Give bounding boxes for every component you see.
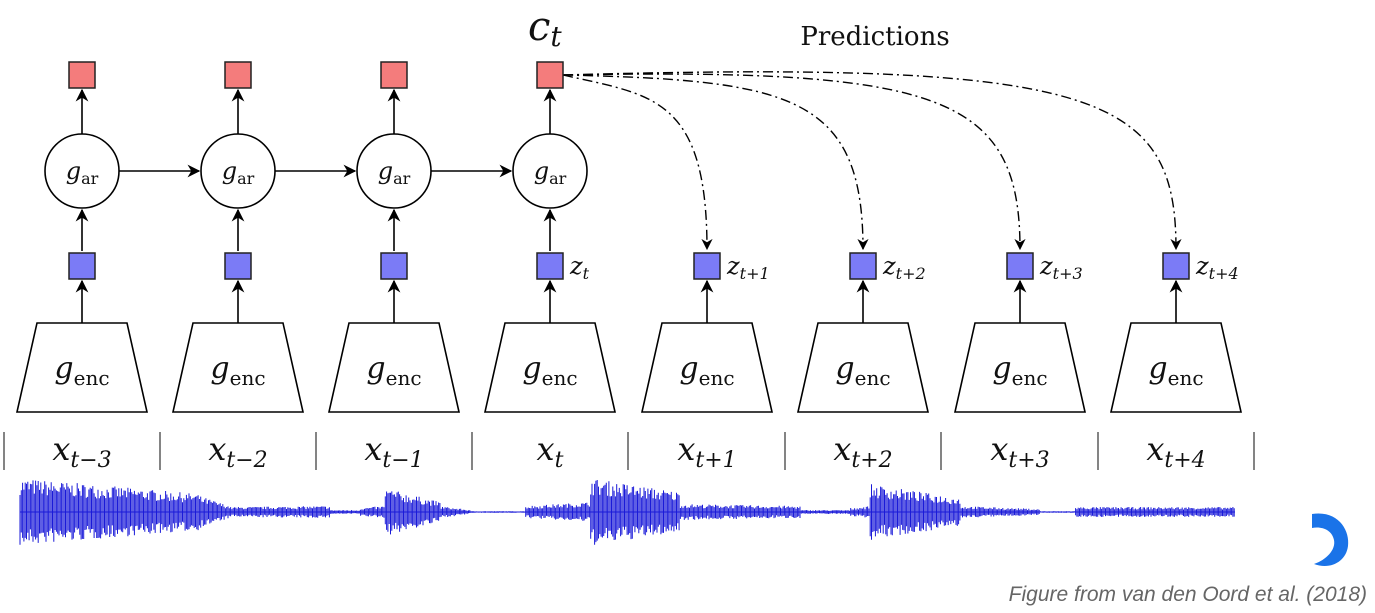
- boxes: zt zt+1 zt+2 zt+3 zt+4: [68, 61, 1239, 283]
- prediction-arrow: [562, 71, 1182, 251]
- input-segment-label: xt+3: [990, 430, 1049, 473]
- encoder-label: genc: [522, 351, 577, 390]
- context-vector-box: [68, 61, 96, 89]
- ar-node-label: gar: [222, 157, 255, 188]
- latent-vector-box: [224, 252, 252, 280]
- latent-label: zt: [569, 252, 590, 283]
- encoder-trapezoid: [328, 322, 460, 413]
- encoder-label: genc: [992, 351, 1047, 390]
- deepmind-logo-icon: [1312, 513, 1349, 566]
- latent-vector-box: [849, 252, 877, 280]
- context-vector-box: [536, 61, 564, 89]
- ar-node-circle: [44, 133, 120, 209]
- ar-node-circle: [200, 133, 276, 209]
- latent-vector-box: [68, 252, 96, 280]
- ar-node-circle: [356, 133, 432, 209]
- encoder-label: genc: [835, 351, 890, 390]
- encoder-label: genc: [366, 351, 421, 390]
- context-vector-box: [380, 61, 408, 89]
- latent-vector-box: [693, 252, 721, 280]
- prediction-arrow: [562, 74, 869, 251]
- encoder-trapezoid: [1110, 322, 1242, 413]
- input-segment-label: xt+1: [677, 430, 736, 473]
- predictions-title: Predictions: [800, 22, 949, 52]
- encoder-label: genc: [679, 351, 734, 390]
- context-label: ct: [528, 4, 562, 53]
- latent-label: zt+4: [1195, 252, 1239, 283]
- input-segment-label: xt−2: [208, 430, 267, 473]
- input-segment-label: xt: [537, 430, 564, 473]
- latent-vector-box: [1006, 252, 1034, 280]
- latent-label: zt+2: [882, 252, 926, 283]
- latent-label: zt+1: [726, 252, 770, 283]
- latent-vector-box: [380, 252, 408, 280]
- input-segment-label: xt−3: [52, 430, 111, 473]
- encoder-trapezoid: [954, 322, 1086, 413]
- encoders: genc genc genc genc genc genc genc genc: [16, 322, 1242, 413]
- latent-vector-box: [1162, 252, 1190, 280]
- prediction-arrow: [562, 73, 1026, 251]
- encoder-trapezoid: [16, 322, 148, 413]
- latent-label: zt+3: [1039, 252, 1083, 283]
- input-segment-label: xt+4: [1146, 430, 1205, 473]
- ar-node-label: gar: [534, 157, 567, 188]
- encoder-label: genc: [54, 351, 109, 390]
- input-segment-label: xt−1: [364, 430, 423, 473]
- ar-node-label: gar: [66, 157, 99, 188]
- encoder-label: genc: [1148, 351, 1203, 390]
- encoder-trapezoid: [484, 322, 616, 413]
- x-label-row: xt−3 xt−2 xt−1 xt xt+1 xt+2 xt+3 xt+4: [3, 430, 1255, 473]
- encoder-trapezoid: [641, 322, 773, 413]
- ar-node-label: gar: [378, 157, 411, 188]
- prediction-arrow: [562, 74, 713, 251]
- ar-node-circle: [512, 133, 588, 209]
- encoder-trapezoid: [172, 322, 304, 413]
- audio-waveform: [19, 480, 1235, 545]
- context-vector-box: [224, 61, 252, 89]
- encoder-label: genc: [210, 351, 265, 390]
- input-segment-label: xt+2: [833, 430, 892, 473]
- latent-vector-box: [536, 252, 564, 280]
- figure-caption: Figure from van den Oord et al. (2018): [1008, 583, 1367, 606]
- ar-nodes: gar gar gar gar: [44, 133, 588, 209]
- connectors: [75, 71, 1183, 323]
- encoder-trapezoid: [797, 322, 929, 413]
